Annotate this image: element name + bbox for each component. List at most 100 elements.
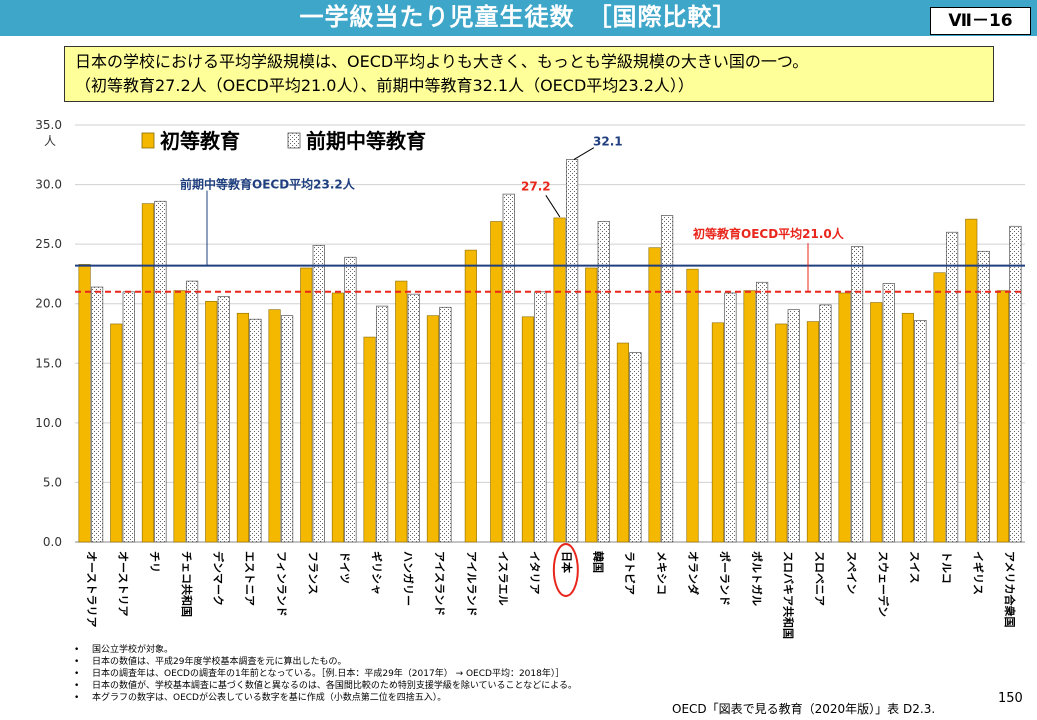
bar-primary xyxy=(205,301,218,543)
bar-primary xyxy=(300,267,313,543)
x-category-label: ポーランド xyxy=(718,551,732,606)
y-tick-label: 30.0 xyxy=(35,178,62,192)
bar-lower-secondary xyxy=(850,246,864,543)
summary-line-1: 日本の学校における平均学級規模は、OECD平均よりも大きく、もっとも学級規模の大… xyxy=(75,52,809,71)
bar-lower-secondary xyxy=(154,200,167,543)
x-category-label: ポルトガル xyxy=(750,551,764,606)
y-tick-label: 20.0 xyxy=(35,297,62,311)
bar-lower-secondary xyxy=(597,221,610,543)
bar-lower-secondary xyxy=(819,304,832,543)
bar-lower-secondary xyxy=(407,293,420,543)
x-category-label: ラトビア xyxy=(623,551,637,595)
x-category-label: メキシコ xyxy=(655,551,668,595)
bar-lower-secondary xyxy=(502,193,515,543)
legend-swatch-lower-secondary xyxy=(287,132,301,149)
note-item: 国公立学校が対象。 xyxy=(72,644,577,656)
x-category-label: デンマーク xyxy=(212,551,226,606)
bar-lower-secondary xyxy=(882,283,895,543)
bar-primary xyxy=(965,218,978,543)
bar-lower-secondary xyxy=(217,296,230,543)
bar-lower-secondary xyxy=(787,309,800,543)
note-item: 本グラフの数字は、OECDが公表している数字を基に作成（小数点第二位を四捨五入）… xyxy=(72,692,577,704)
summary-box: 日本の学校における平均学級規模は、OECD平均よりも大きく、もっとも学級規模の大… xyxy=(64,46,994,102)
x-category-label: アメリカ合衆国 xyxy=(1003,551,1017,627)
bar-primary xyxy=(426,315,439,543)
note-item: 日本の調査年は、OECDの調査年の1年前となっている。［例.日本：平成29年（2… xyxy=(72,668,577,680)
x-category-label: スイス xyxy=(908,551,921,584)
y-tick-label: 35.0 xyxy=(35,118,62,132)
x-category-label: スペイン xyxy=(845,551,858,594)
summary-line-2: （初等教育27.2人（OECD平均21.0人）、前期中等教育32.1人（OECD… xyxy=(75,76,694,95)
bar-primary xyxy=(933,272,946,543)
x-category-label: スウェーデン xyxy=(877,551,891,617)
x-category-label: オーストラリア xyxy=(85,551,98,627)
bar-primary xyxy=(268,309,281,543)
bar-lower-secondary xyxy=(280,315,294,543)
page-title: 一学級当たり児童生徒数 ［国際比較］ xyxy=(299,3,738,31)
japan-highlight-circle xyxy=(552,543,579,597)
bar-lower-secondary xyxy=(724,292,737,543)
bar-lower-secondary xyxy=(122,291,135,543)
y-tick-label: 25.0 xyxy=(35,237,62,251)
x-category-label: 日本 xyxy=(560,551,574,573)
bar-lower-secondary xyxy=(1009,225,1022,543)
bar-primary xyxy=(743,290,756,543)
bar-primary xyxy=(775,323,788,543)
legend-label-primary: 初等教育 xyxy=(160,129,240,153)
page-tag: Ⅶ－16 xyxy=(930,7,1031,35)
bar-primary xyxy=(870,302,883,543)
bar-primary xyxy=(363,336,376,543)
bar-lower-secondary xyxy=(90,286,104,543)
note-item: 日本の数値は、平成29年度学校基本調査を元に算出したもの。 xyxy=(72,656,577,668)
japan-primary-value-label: 27.2 xyxy=(521,180,551,194)
y-tick-label: 15.0 xyxy=(35,356,62,370)
x-category-label: エストニア xyxy=(243,551,256,606)
bar-primary xyxy=(78,264,91,543)
bar-lower-secondary xyxy=(755,281,769,543)
japan-primary-leader xyxy=(545,195,561,218)
bar-primary xyxy=(464,249,477,543)
bar-lower-secondary xyxy=(660,215,674,543)
bar-primary xyxy=(616,342,629,543)
japan-lower-secondary-value-label: 32.1 xyxy=(593,134,623,148)
x-category-label: トルコ xyxy=(940,551,953,584)
bar-primary xyxy=(648,247,661,543)
lower-secondary-average-label: 前期中等教育OECD平均23.2人 xyxy=(180,177,356,192)
bar-lower-secondary xyxy=(914,320,927,543)
japan-lower-secondary-leader xyxy=(573,147,595,160)
x-category-label: イタリア xyxy=(528,551,541,595)
bar-primary xyxy=(901,312,914,543)
bar-lower-secondary xyxy=(185,280,199,543)
x-category-label: オランダ xyxy=(687,551,701,595)
bar-lower-secondary xyxy=(534,291,547,543)
x-category-label: チェコ共和国 xyxy=(180,551,194,617)
legend-swatch-primary xyxy=(141,132,155,149)
primary-average-label: 初等教育OECD平均21.0人 xyxy=(693,226,845,241)
bar-primary xyxy=(521,316,534,543)
bar-lower-secondary xyxy=(629,352,642,543)
bar-primary xyxy=(686,268,699,543)
bar-primary xyxy=(141,203,154,543)
bar-lower-secondary xyxy=(945,231,959,543)
bar-lower-secondary xyxy=(375,305,389,543)
bar-lower-secondary xyxy=(977,250,990,543)
notes: 国公立学校が対象。日本の数値は、平成29年度学校基本調査を元に算出したもの。日本… xyxy=(72,644,577,704)
bar-lower-secondary xyxy=(249,318,262,543)
x-category-label: ギリシャ xyxy=(370,551,384,595)
bar-primary xyxy=(553,217,566,543)
x-category-label: イギリス xyxy=(972,551,986,595)
y-tick-label: 0.0 xyxy=(43,535,62,549)
bar-primary xyxy=(173,290,186,543)
page-number: 150 xyxy=(998,691,1023,706)
x-category-label: アイスランド xyxy=(433,551,446,616)
bar-lower-secondary xyxy=(439,306,452,543)
y-axis-unit: 人 xyxy=(44,134,56,148)
bar-primary xyxy=(331,292,344,543)
bar-primary xyxy=(996,290,1009,543)
note-item: 日本の数値が、学校基本調査に基づく数値と異なるのは、各国間比較のため特別支援学級… xyxy=(72,680,577,692)
bar-primary xyxy=(806,321,819,543)
bar-lower-secondary xyxy=(312,244,325,543)
bar-lower-secondary xyxy=(565,159,579,543)
x-category-label: フランス xyxy=(307,551,320,595)
